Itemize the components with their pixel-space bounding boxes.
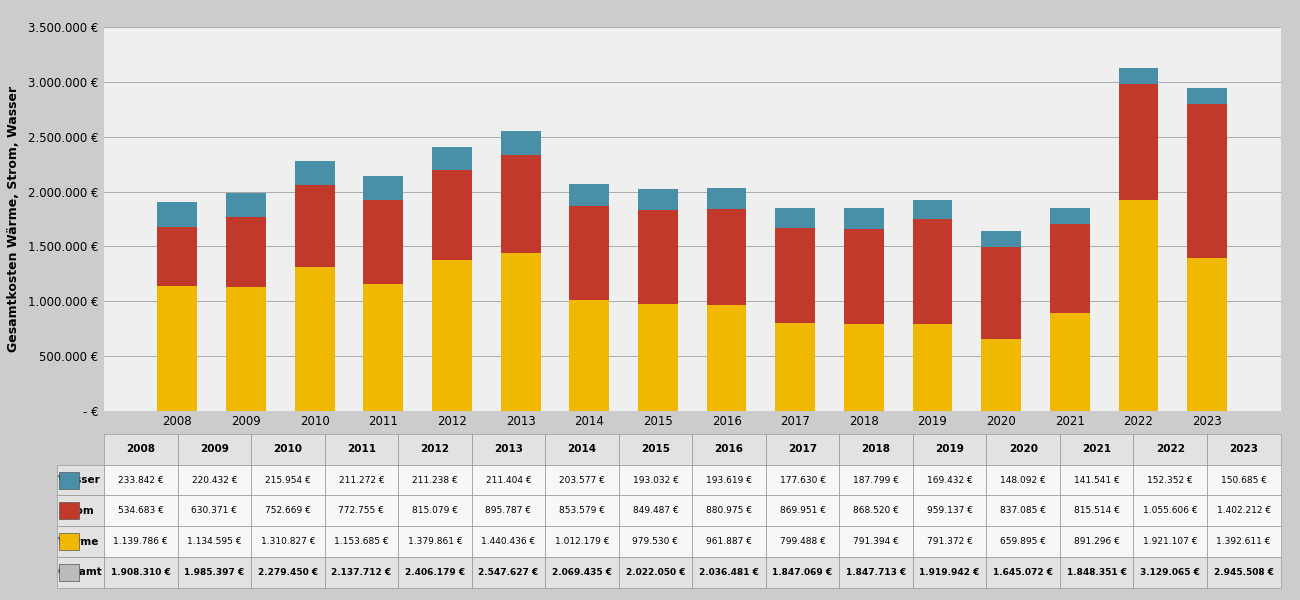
- Bar: [982, 247, 1020, 338]
- Bar: [638, 211, 677, 304]
- Bar: [707, 305, 746, 411]
- Bar: [1187, 104, 1227, 258]
- Bar: [1050, 208, 1089, 224]
- Bar: [775, 208, 815, 228]
- Bar: [707, 209, 746, 305]
- Bar: [982, 230, 1020, 247]
- Bar: [1118, 85, 1158, 200]
- Bar: [844, 229, 884, 324]
- Bar: [364, 200, 403, 284]
- Bar: [500, 155, 541, 253]
- Bar: [1050, 313, 1089, 411]
- Bar: [432, 170, 472, 260]
- Bar: [432, 260, 472, 411]
- Bar: [226, 287, 266, 411]
- Bar: [569, 184, 610, 206]
- Bar: [295, 267, 334, 411]
- Bar: [1187, 258, 1227, 411]
- Bar: [157, 202, 198, 227]
- Bar: [775, 228, 815, 323]
- Bar: [913, 219, 953, 324]
- Bar: [500, 253, 541, 411]
- Bar: [844, 324, 884, 411]
- Bar: [1187, 88, 1227, 104]
- Bar: [982, 338, 1020, 411]
- Bar: [295, 161, 334, 185]
- Bar: [1118, 68, 1158, 85]
- Bar: [775, 323, 815, 411]
- Bar: [638, 189, 677, 211]
- Bar: [1118, 200, 1158, 411]
- Bar: [1050, 224, 1089, 313]
- Bar: [707, 188, 746, 209]
- Bar: [226, 193, 266, 217]
- Bar: [913, 324, 953, 411]
- Bar: [364, 176, 403, 200]
- Bar: [432, 147, 472, 170]
- Bar: [569, 206, 610, 300]
- Bar: [226, 217, 266, 287]
- Bar: [844, 208, 884, 229]
- Bar: [364, 284, 403, 411]
- Bar: [638, 304, 677, 411]
- Bar: [157, 286, 198, 411]
- Bar: [157, 227, 198, 286]
- Bar: [500, 131, 541, 155]
- Bar: [295, 185, 334, 267]
- Bar: [569, 300, 610, 411]
- Y-axis label: Gesamtkosten Wärme, Strom, Wasser: Gesamtkosten Wärme, Strom, Wasser: [6, 86, 20, 352]
- Bar: [913, 200, 953, 219]
